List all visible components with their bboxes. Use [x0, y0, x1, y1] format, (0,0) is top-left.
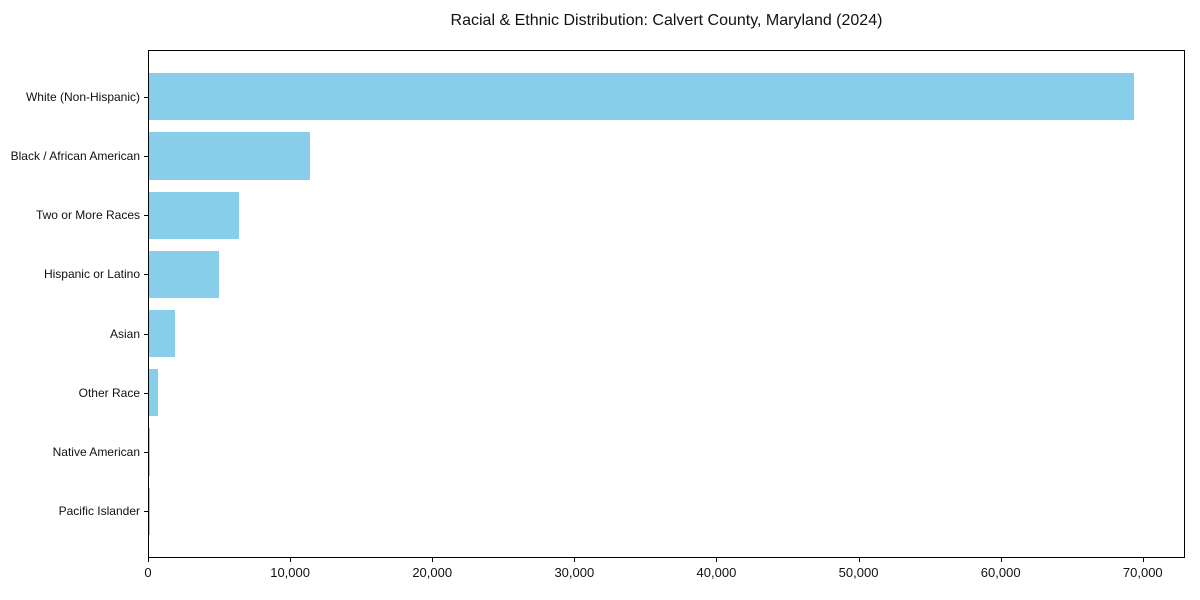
- y-tick: [144, 96, 148, 98]
- plot-area: [148, 50, 1185, 558]
- bar: [149, 369, 158, 417]
- x-tick-label: 0: [144, 565, 152, 580]
- y-tick-label: Native American: [52, 445, 140, 460]
- y-tick: [144, 392, 148, 394]
- chart-title: Racial & Ethnic Distribution: Calvert Co…: [450, 12, 883, 29]
- bar: [149, 73, 1135, 121]
- y-tick-label: Black / African American: [10, 148, 140, 163]
- bar: [149, 309, 176, 358]
- x-tick: [1000, 558, 1002, 562]
- y-tick-label: Hispanic or Latino: [43, 267, 140, 282]
- x-tick: [290, 558, 292, 562]
- bar: [149, 250, 219, 299]
- y-tick-label: White (Non-Hispanic): [25, 89, 140, 104]
- x-tick: [716, 558, 718, 562]
- x-tick-label: 30,000: [554, 565, 595, 580]
- y-tick: [144, 452, 148, 454]
- y-tick-label: Other Race: [78, 385, 140, 400]
- bar: [149, 191, 240, 239]
- bar: [149, 132, 311, 180]
- x-tick-label: 40,000: [696, 565, 737, 580]
- x-tick: [432, 558, 434, 562]
- y-tick-label: Two or More Races: [35, 208, 140, 223]
- x-tick: [858, 558, 860, 562]
- x-tick-label: 20,000: [412, 565, 453, 580]
- y-tick: [144, 155, 148, 157]
- bar: [149, 428, 151, 476]
- y-tick: [144, 274, 148, 276]
- y-tick-label: Asian: [109, 326, 140, 341]
- x-tick-label: 60,000: [980, 565, 1021, 580]
- y-tick: [144, 511, 148, 513]
- x-tick: [574, 558, 576, 562]
- x-tick-label: 50,000: [838, 565, 879, 580]
- x-tick: [148, 558, 149, 562]
- x-tick-label: 70,000: [1122, 565, 1163, 580]
- y-tick: [144, 333, 148, 335]
- x-tick: [1142, 558, 1144, 562]
- y-tick: [144, 215, 148, 217]
- y-tick-label: Pacific Islander: [58, 504, 140, 519]
- x-tick-label: 10,000: [270, 565, 310, 580]
